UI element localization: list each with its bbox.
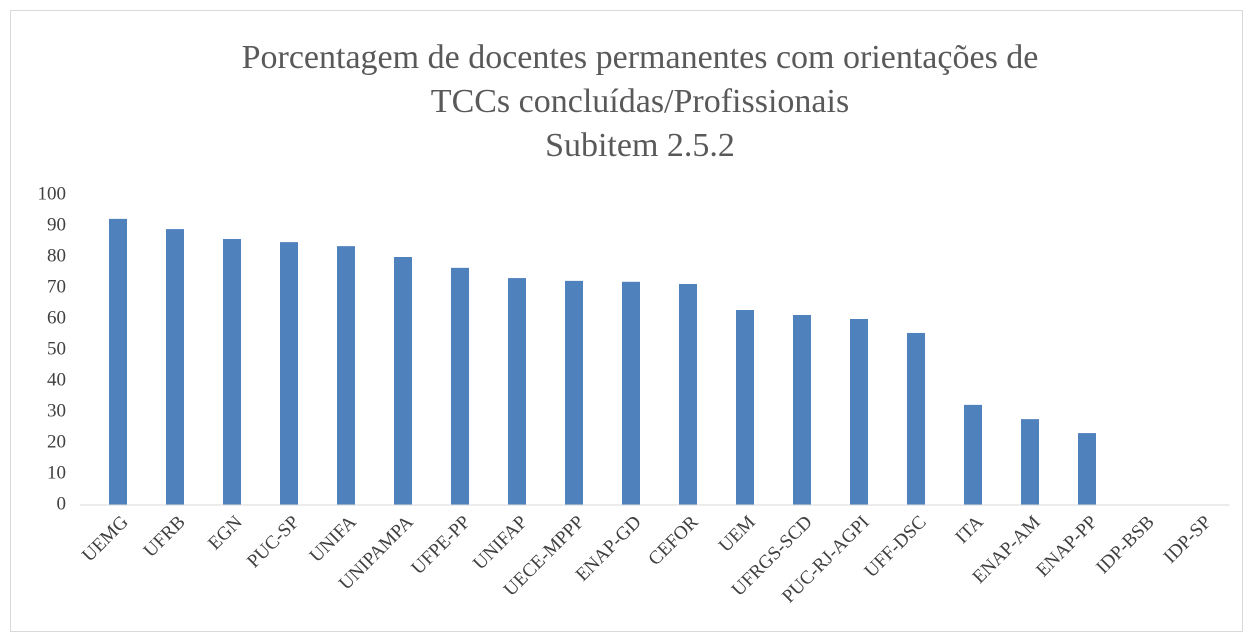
bar xyxy=(451,267,469,505)
chart-title: TCCs concluídas/Profissionais xyxy=(431,83,849,120)
bar xyxy=(223,239,241,505)
y-tick-label: 20 xyxy=(47,431,66,452)
y-tick-label: 50 xyxy=(47,338,66,359)
y-tick-label: 80 xyxy=(47,245,66,266)
bar xyxy=(793,314,811,505)
bar xyxy=(280,242,298,505)
bar xyxy=(736,310,754,505)
y-tick-label: 90 xyxy=(47,214,66,235)
y-tick-label: 100 xyxy=(38,183,67,204)
chart-subtitle: Subitem 2.5.2 xyxy=(545,127,735,164)
y-tick-label: 40 xyxy=(47,369,66,390)
chart-title: Porcentagem de docentes permanentes com … xyxy=(242,39,1039,76)
bar xyxy=(1078,433,1096,505)
bar xyxy=(337,246,355,505)
bar xyxy=(565,280,583,505)
bar xyxy=(907,332,925,505)
y-tick-label: 70 xyxy=(47,276,66,297)
bar xyxy=(1021,419,1039,505)
bar xyxy=(622,281,640,505)
y-tick-label: 10 xyxy=(47,462,66,483)
y-tick-label: 0 xyxy=(57,493,67,514)
bar xyxy=(508,278,526,505)
bar xyxy=(679,283,697,505)
y-tick-label: 30 xyxy=(47,400,66,421)
bar xyxy=(964,404,982,505)
bar xyxy=(166,229,184,505)
bar xyxy=(850,319,868,505)
bar xyxy=(109,218,127,505)
bar xyxy=(394,257,412,505)
y-tick-label: 60 xyxy=(47,307,66,328)
